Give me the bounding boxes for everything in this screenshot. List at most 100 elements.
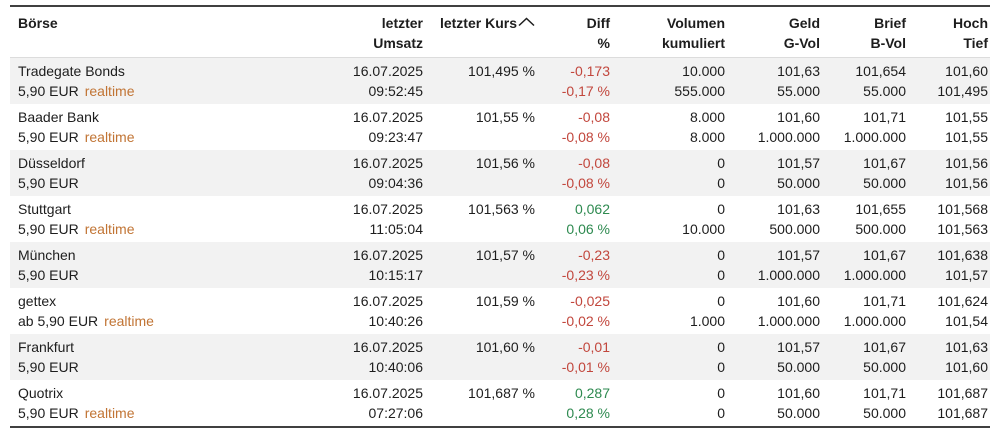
- volume: 0: [717, 339, 725, 355]
- column-header-letzter-umsatz[interactable]: letzter Umsatz: [310, 6, 425, 58]
- fee-label: 5,90 EUR: [18, 221, 79, 237]
- column-header-hoch-tief[interactable]: Hoch Tief: [908, 6, 990, 58]
- ask-price: 101,654: [855, 63, 906, 79]
- ask-price: 101,71: [863, 109, 906, 125]
- ask-price: 101,71: [863, 293, 906, 309]
- ask-volume: 1.000.000: [843, 313, 906, 329]
- column-header-diff[interactable]: Diff %: [537, 6, 612, 58]
- table-row: gettex ab 5,90 EUR realtime 16.07.2025 10…: [10, 288, 990, 334]
- exchange-name: München: [18, 247, 76, 263]
- diff-absolute: -0,08: [578, 155, 610, 171]
- last-price: 101,59 %: [475, 293, 535, 309]
- diff-absolute: -0,01: [578, 339, 610, 355]
- column-header-geld[interactable]: Geld G-Vol: [727, 6, 822, 58]
- bid-price: 101,60: [777, 293, 820, 309]
- bid-price: 101,63: [777, 201, 820, 217]
- realtime-badge: realtime: [84, 221, 135, 237]
- volume-cumulated: 8.000: [689, 129, 725, 145]
- bid-volume: 1.000.000: [757, 267, 820, 283]
- high-price: 101,55: [945, 109, 988, 125]
- bid-price: 101,57: [777, 155, 820, 171]
- diff-percent: -0,08 %: [561, 175, 610, 191]
- last-trade-time: 11:05:04: [369, 221, 423, 237]
- exchange-name: Baader Bank: [18, 109, 99, 125]
- fee-label: 5,90 EUR: [18, 175, 79, 191]
- last-trade-date: 16.07.2025: [352, 385, 423, 401]
- ask-volume: 1.000.000: [843, 129, 906, 145]
- bid-volume: 50.000: [777, 405, 820, 421]
- last-trade-time: 09:52:45: [368, 83, 424, 99]
- exchange-name: Frankfurt: [18, 339, 75, 355]
- last-trade-time: 10:15:17: [368, 267, 424, 283]
- volume-cumulated: 0: [717, 359, 725, 375]
- low-price: 101,56: [945, 175, 988, 191]
- ask-volume: 50.000: [863, 405, 906, 421]
- diff-absolute: 0,287: [574, 385, 610, 401]
- last-trade-time: 10:40:06: [368, 359, 424, 375]
- exchange-name: Stuttgart: [18, 201, 71, 217]
- high-price: 101,63: [945, 339, 988, 355]
- ask-price: 101,655: [855, 201, 906, 217]
- table-row: Quotrix 5,90 EUR realtime 16.07.2025 07:2…: [10, 380, 990, 427]
- ask-price: 101,67: [863, 247, 906, 263]
- diff-absolute: 0,062: [574, 201, 610, 217]
- diff-percent: -0,23 %: [561, 267, 610, 283]
- bid-volume: 500.000: [769, 221, 820, 237]
- column-header-label: letzter: [381, 15, 423, 31]
- volume: 0: [717, 293, 725, 309]
- table-row: München 5,90 EUR 16.07.2025 10:15:17 101…: [10, 242, 990, 288]
- last-trade-time: 10:40:26: [368, 313, 424, 329]
- volume: 0: [717, 247, 725, 263]
- diff-percent: -0,08 %: [561, 129, 610, 145]
- high-price: 101,568: [937, 201, 988, 217]
- high-price: 101,624: [937, 293, 988, 309]
- volume: 0: [717, 385, 725, 401]
- last-price: 101,60 %: [475, 339, 535, 355]
- last-trade-date: 16.07.2025: [352, 109, 423, 125]
- low-price: 101,563: [937, 221, 988, 237]
- low-price: 101,55: [945, 129, 988, 145]
- last-price: 101,687 %: [468, 385, 535, 401]
- volume: 0: [717, 201, 725, 217]
- ask-volume: 1.000.000: [843, 267, 906, 283]
- volume-cumulated: 0: [717, 405, 725, 421]
- bid-volume: 1.000.000: [757, 313, 820, 329]
- ask-volume: 50.000: [863, 175, 906, 191]
- last-trade-date: 16.07.2025: [352, 155, 423, 171]
- realtime-badge: realtime: [84, 129, 135, 145]
- column-header-label: Börse: [18, 15, 58, 31]
- last-trade-time: 09:23:47: [368, 129, 424, 145]
- last-trade-time: 09:04:36: [368, 175, 424, 191]
- column-header-label: Volumen: [666, 15, 725, 31]
- column-header-label: Hoch: [953, 15, 988, 31]
- column-header-label: Diff: [586, 15, 610, 31]
- diff-absolute: -0,025: [570, 293, 610, 309]
- exchange-table-body: Tradegate Bonds 5,90 EUR realtime 16.07.2…: [10, 57, 990, 428]
- bid-volume: 1.000.000: [757, 129, 820, 145]
- ask-volume: 50.000: [863, 359, 906, 375]
- last-trade-date: 16.07.2025: [352, 339, 423, 355]
- bid-price: 101,63: [777, 63, 820, 79]
- diff-percent: -0,01 %: [561, 359, 610, 375]
- ask-volume: 500.000: [855, 221, 906, 237]
- last-trade-date: 16.07.2025: [352, 63, 423, 79]
- ask-price: 101,71: [863, 385, 906, 401]
- column-header-volumen[interactable]: Volumen kumuliert: [612, 6, 727, 58]
- table-row: Baader Bank 5,90 EUR realtime 16.07.2025 …: [10, 104, 990, 150]
- table-row: Frankfurt 5,90 EUR 16.07.2025 10:40:06 1…: [10, 334, 990, 380]
- volume-cumulated: 555.000: [674, 83, 725, 99]
- column-header-letzter-kurs[interactable]: letzter Kurs: [425, 6, 537, 58]
- column-header-brief[interactable]: Brief B-Vol: [822, 6, 908, 58]
- column-header-boerse[interactable]: Börse: [10, 6, 310, 58]
- volume-cumulated: 0: [717, 175, 725, 191]
- high-price: 101,687: [937, 385, 988, 401]
- low-price: 101,687: [937, 405, 988, 421]
- exchange-name: Düsseldorf: [18, 155, 85, 171]
- realtime-badge: realtime: [84, 405, 135, 421]
- fee-label: 5,90 EUR: [18, 83, 79, 99]
- last-price: 101,563 %: [468, 201, 535, 217]
- table-row: Stuttgart 5,90 EUR realtime 16.07.2025 11…: [10, 196, 990, 242]
- high-price: 101,60: [945, 63, 988, 79]
- diff-percent: -0,17 %: [561, 83, 610, 99]
- last-trade-date: 16.07.2025: [352, 293, 423, 309]
